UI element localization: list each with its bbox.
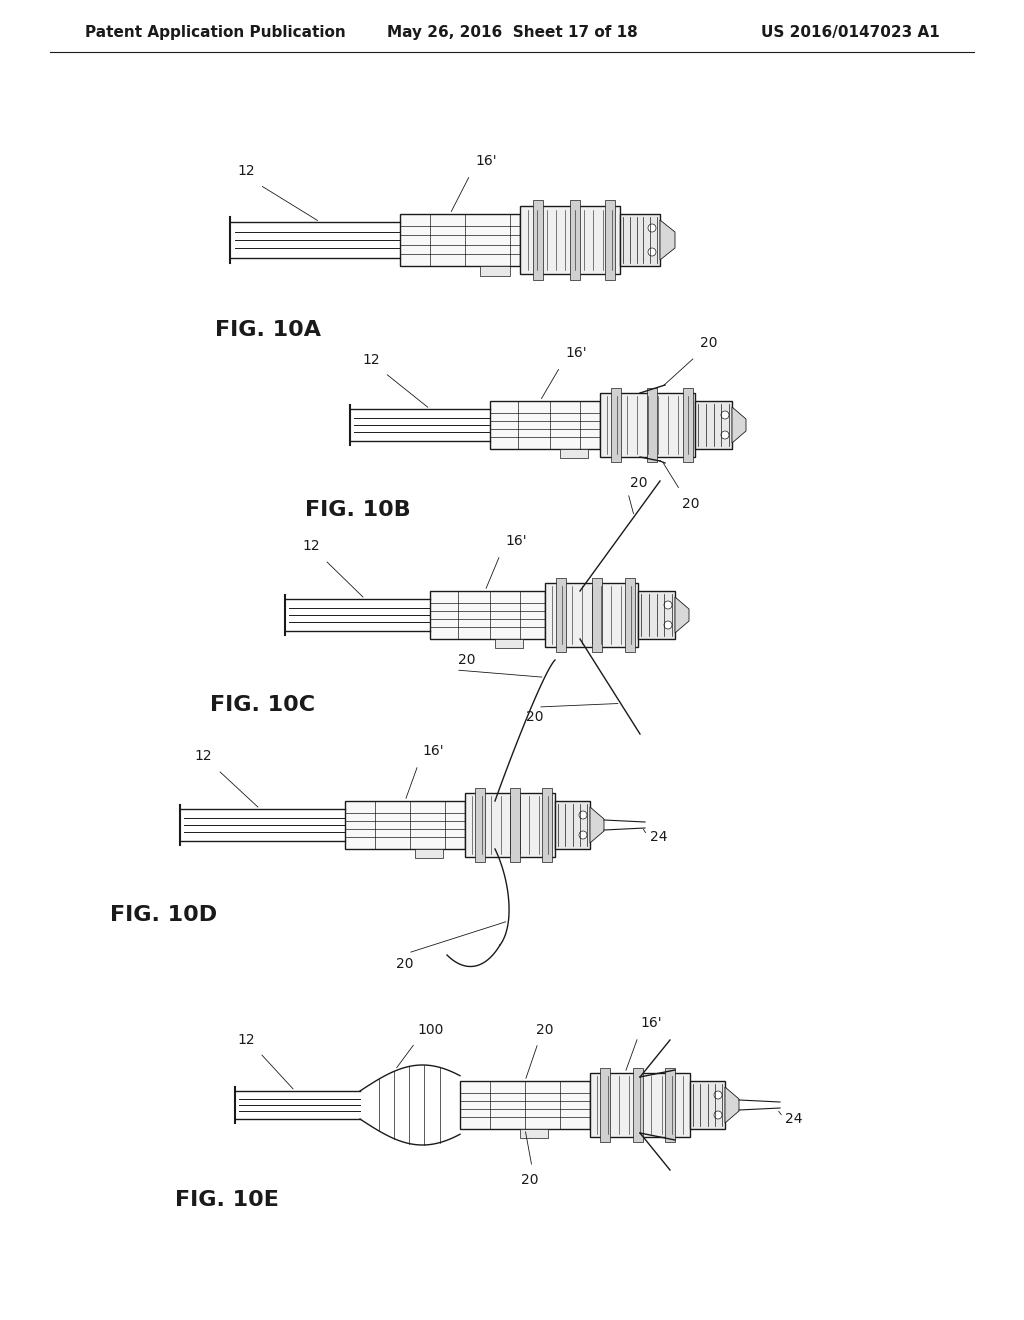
- Bar: [542, 788, 552, 862]
- Bar: [430, 591, 545, 639]
- Bar: [520, 1129, 548, 1138]
- Text: 12: 12: [362, 352, 380, 367]
- Bar: [345, 801, 465, 849]
- Text: 20: 20: [682, 498, 699, 511]
- Text: 20: 20: [526, 710, 544, 723]
- Bar: [490, 401, 600, 449]
- Text: 12: 12: [195, 748, 212, 763]
- Bar: [570, 201, 580, 280]
- Circle shape: [648, 248, 656, 256]
- Circle shape: [721, 432, 729, 440]
- Text: FIG. 10C: FIG. 10C: [210, 696, 315, 715]
- Bar: [460, 1081, 590, 1129]
- Bar: [590, 1073, 690, 1137]
- Polygon shape: [660, 220, 675, 260]
- Bar: [545, 583, 638, 647]
- Bar: [600, 393, 695, 457]
- Bar: [690, 1081, 725, 1129]
- Bar: [665, 1068, 675, 1142]
- Bar: [556, 578, 566, 652]
- Circle shape: [664, 601, 672, 609]
- Text: FIG. 10D: FIG. 10D: [110, 906, 217, 925]
- Text: 100: 100: [417, 1023, 443, 1038]
- Circle shape: [714, 1092, 722, 1100]
- Circle shape: [648, 224, 656, 232]
- Bar: [625, 578, 635, 652]
- Text: 12: 12: [238, 164, 255, 178]
- Text: 16': 16': [422, 744, 443, 758]
- Bar: [520, 206, 620, 275]
- Polygon shape: [675, 597, 689, 634]
- Circle shape: [579, 810, 587, 818]
- Text: 20: 20: [537, 1023, 554, 1038]
- Text: 16': 16': [640, 1016, 662, 1030]
- Bar: [415, 849, 443, 858]
- Text: May 26, 2016  Sheet 17 of 18: May 26, 2016 Sheet 17 of 18: [387, 25, 637, 40]
- Bar: [633, 1068, 643, 1142]
- Bar: [620, 214, 660, 267]
- Bar: [683, 388, 693, 462]
- Bar: [480, 267, 510, 276]
- Text: FIG. 10B: FIG. 10B: [305, 500, 411, 520]
- Bar: [695, 401, 732, 449]
- Text: 20: 20: [458, 653, 475, 667]
- Text: 20: 20: [700, 337, 718, 350]
- Bar: [592, 578, 602, 652]
- Text: 20: 20: [630, 477, 647, 490]
- Text: 24: 24: [650, 830, 668, 843]
- Bar: [495, 639, 523, 648]
- Bar: [638, 591, 675, 639]
- Bar: [534, 201, 543, 280]
- Text: 16': 16': [565, 346, 587, 360]
- Text: Patent Application Publication: Patent Application Publication: [85, 25, 346, 40]
- Bar: [475, 788, 485, 862]
- Circle shape: [714, 1111, 722, 1119]
- Bar: [647, 388, 657, 462]
- Text: 16': 16': [475, 154, 497, 168]
- Bar: [400, 214, 520, 267]
- Bar: [611, 388, 621, 462]
- Bar: [465, 793, 555, 857]
- Polygon shape: [590, 807, 604, 843]
- Text: 20: 20: [396, 957, 414, 972]
- Bar: [555, 801, 590, 849]
- Text: FIG. 10A: FIG. 10A: [215, 319, 321, 341]
- Polygon shape: [732, 407, 746, 444]
- Polygon shape: [725, 1086, 739, 1123]
- Text: 16': 16': [505, 535, 526, 548]
- Bar: [560, 449, 588, 458]
- Text: 12: 12: [238, 1034, 255, 1047]
- Bar: [510, 788, 520, 862]
- Text: 24: 24: [785, 1111, 803, 1126]
- Text: 20: 20: [521, 1173, 539, 1187]
- Text: US 2016/0147023 A1: US 2016/0147023 A1: [761, 25, 940, 40]
- Bar: [600, 1068, 610, 1142]
- Circle shape: [721, 411, 729, 418]
- Circle shape: [579, 832, 587, 840]
- Circle shape: [664, 620, 672, 630]
- Bar: [605, 201, 615, 280]
- Text: 12: 12: [302, 539, 319, 553]
- Text: FIG. 10E: FIG. 10E: [175, 1191, 279, 1210]
